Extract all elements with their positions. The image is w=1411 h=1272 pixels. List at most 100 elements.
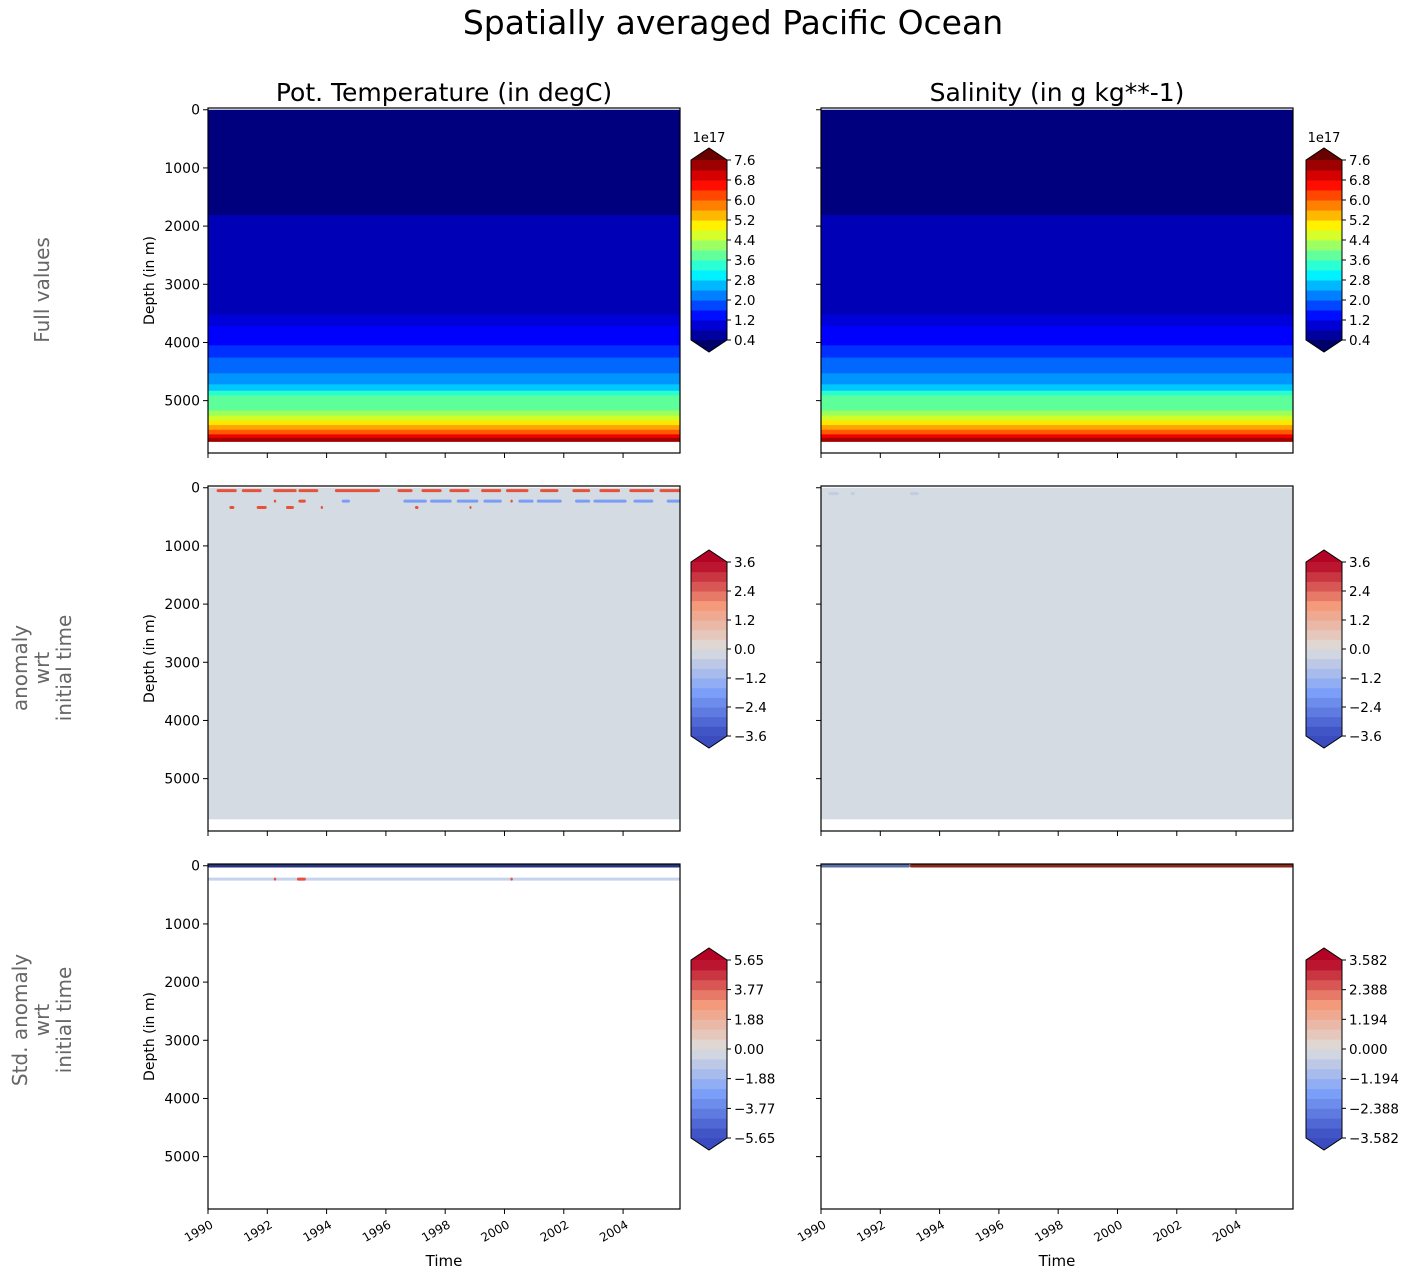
contour-feature [821,864,910,868]
colorbar: 5.65 3.77 1.88 0.00 −1.88 −3.77 −5.65 [690,947,775,1151]
panel-r2c1: 1990 1992 1994 1996 1998 2000 2002 2004 Time [795,863,1294,1270]
colorbar-level [691,1019,727,1030]
colorbar-extend-max [1306,550,1342,562]
x-tick-label: 2004 [1210,1217,1243,1244]
colorbar-level [691,960,727,971]
colorbar-tick-label: −1.88 [734,1072,775,1088]
y-axis-label: Depth (in m) [142,614,158,703]
colorbar-level [1306,707,1342,718]
colorbar-level [1306,1098,1342,1109]
y-tick-label: 1000 [164,917,200,933]
colorbar-level [691,1058,727,1070]
colorbar-level [1306,250,1342,261]
contour-band [208,420,680,426]
row-label-line: anomaly [8,625,32,711]
colorbar-level [691,280,727,291]
contour-feature [505,489,529,493]
contour-band [208,434,680,439]
colorbar-level [1306,1029,1342,1040]
contour-feature [320,506,324,510]
colorbar-level [1306,591,1342,602]
contour-feature [285,506,294,510]
colorbar-level [1306,620,1342,631]
colorbar-level [691,160,727,171]
colorbar-level [691,989,727,1001]
contour-feature [334,489,380,493]
contour-band [821,384,1293,392]
contour-feature [397,489,413,493]
contour-band [821,373,1293,385]
colorbar-tick-label: 0.00 [734,1042,764,1058]
colorbar-level [691,687,727,698]
colorbar-tick-label: −3.582 [1349,1131,1399,1147]
colorbar-level [1306,290,1342,301]
contour-feature [469,506,472,510]
y-tick-label: 2000 [164,597,200,613]
colorbar-tick-label: 6.0 [734,193,755,209]
colorbar-level [691,200,727,211]
colorbar-level [1306,1068,1342,1080]
colorbar-level [1306,716,1342,727]
contour-band [821,425,1293,431]
colorbar-extend-max [691,148,727,160]
colorbar-level [1306,562,1342,573]
colorbar-level [691,979,727,991]
y-tick-label: 5000 [164,1150,200,1166]
contour-band [208,384,680,392]
colorbar-level [1306,629,1342,640]
contour-band [821,345,1293,359]
colorbar-level [1306,989,1342,1001]
colorbar-level [691,1039,727,1050]
colorbar-extend-max [1306,948,1342,960]
contour-feature [403,499,427,503]
contour-band [821,390,1293,396]
colorbar-tick-label: 2.0 [1349,293,1370,309]
colorbar-level [1306,1108,1342,1119]
colorbar-level [1306,979,1342,991]
contour-feature [510,499,513,503]
colorbar-level [691,230,727,241]
colorbar: 7.6 6.8 6.0 5.2 4.4 3.6 2.8 2.0 1.2 0.4 1e17 [690,131,755,353]
contour-feature [909,864,1293,868]
y-tick-label: 4000 [164,1091,200,1107]
row-label-line: wrt [30,652,54,685]
colorbar-level [691,1078,727,1090]
colorbar-level [691,210,727,221]
colorbar-level [1306,280,1342,291]
colorbar-tick-label: −1.2 [734,671,767,687]
colorbar-level [691,620,727,631]
row-label-line: Full values [30,237,54,343]
y-tick-label: 3000 [164,655,200,671]
colorbar-tick-label: −3.6 [734,729,767,745]
y-tick-label: 2000 [164,219,200,235]
contour-band [821,357,1293,374]
contour-feature [298,499,306,503]
colorbar-tick-label: −2.4 [1349,700,1382,716]
colorbar-level [1306,726,1342,737]
colorbar-tick-label: 6.8 [1349,173,1370,189]
x-tick-label: 1998 [419,1217,452,1244]
panel-r0c0: 0 1000 2000 3000 4000 5000 Depth (in m) [142,103,681,458]
y-tick-label: 4000 [164,713,200,729]
colorbar-level [691,260,727,271]
colorbar-level [1306,687,1342,698]
colorbar-level [1306,678,1342,689]
contour-feature [629,489,655,493]
colorbar-level [691,697,727,708]
colorbar-tick-label: 0.000 [1349,1042,1388,1058]
colorbar-level [1306,170,1342,181]
contour-band [208,429,680,435]
x-axis-label: Time [1038,1252,1076,1268]
contour-feature [241,489,262,493]
contour-band [821,420,1293,426]
contour-band [208,437,680,442]
contour-feature [273,877,277,881]
colorbar: 3.582 2.388 1.194 0.000 −1.194 −2.388 −3.582 [1305,947,1399,1151]
row-label: anomalywrtinitial time [8,615,76,722]
colorbar-level [1306,220,1342,231]
colorbar-level [1306,1049,1342,1060]
colorbar-extend-max [1306,148,1342,160]
colorbar-level [1306,1078,1342,1090]
colorbar-tick-label: 6.8 [734,173,755,189]
colorbar-tick-label: 5.2 [1349,213,1370,229]
